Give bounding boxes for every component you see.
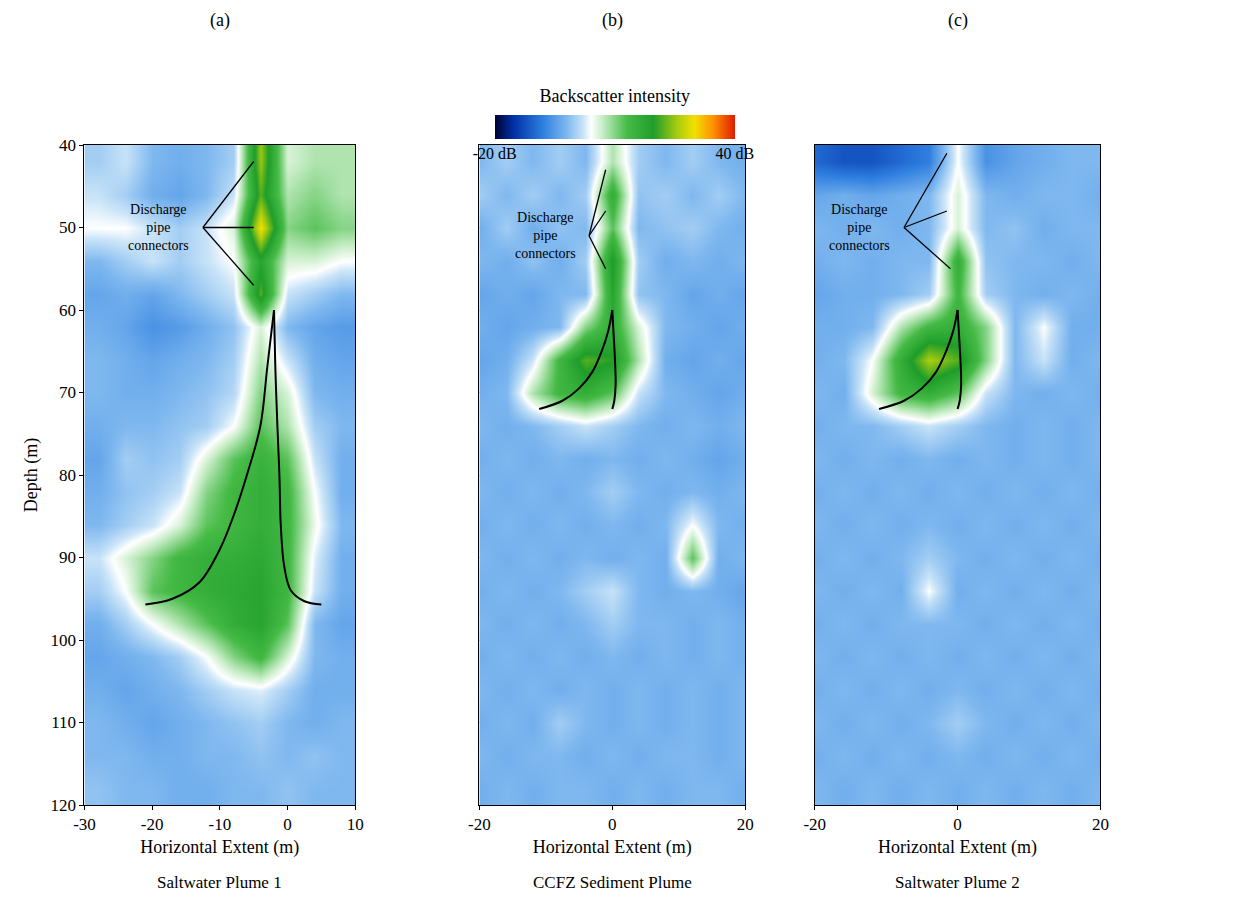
svg-text:-20: -20	[141, 815, 164, 834]
svg-text:0: 0	[953, 815, 962, 834]
svg-text:60: 60	[59, 301, 76, 320]
svg-text:(b): (b)	[602, 10, 623, 31]
svg-text:Saltwater Plume 1: Saltwater Plume 1	[157, 873, 282, 892]
svg-text:40: 40	[59, 136, 76, 155]
svg-text:10: 10	[347, 815, 364, 834]
svg-text:20: 20	[737, 815, 754, 834]
svg-text:(a): (a)	[210, 10, 230, 31]
svg-text:70: 70	[59, 383, 76, 402]
svg-text:20: 20	[1092, 815, 1109, 834]
svg-text:90: 90	[59, 548, 76, 567]
svg-text:0: 0	[608, 815, 617, 834]
svg-text:(c): (c)	[948, 10, 968, 31]
svg-text:Horizontal Extent (m): Horizontal Extent (m)	[533, 837, 692, 858]
svg-text:Dischargepipeconnectors: Dischargepipeconnectors	[128, 202, 189, 253]
svg-text:-20 dB: -20 dB	[473, 145, 517, 162]
svg-text:Dischargepipeconnectors: Dischargepipeconnectors	[829, 202, 890, 253]
svg-text:Backscatter intensity: Backscatter intensity	[540, 86, 690, 106]
svg-text:Horizontal Extent (m): Horizontal Extent (m)	[878, 837, 1037, 858]
svg-text:0: 0	[283, 815, 292, 834]
svg-text:CCFZ Sediment Plume: CCFZ Sediment Plume	[533, 873, 692, 892]
svg-text:110: 110	[51, 713, 76, 732]
svg-text:120: 120	[51, 796, 77, 815]
svg-text:100: 100	[51, 631, 77, 650]
svg-text:40 dB: 40 dB	[715, 145, 754, 162]
svg-text:Horizontal Extent (m): Horizontal Extent (m)	[140, 837, 299, 858]
svg-text:50: 50	[59, 218, 76, 237]
svg-text:-20: -20	[803, 815, 826, 834]
svg-text:Dischargepipeconnectors: Dischargepipeconnectors	[515, 210, 576, 261]
svg-text:-30: -30	[73, 815, 96, 834]
svg-text:Depth (m): Depth (m)	[21, 438, 42, 512]
svg-text:-10: -10	[209, 815, 232, 834]
svg-text:Saltwater Plume 2: Saltwater Plume 2	[895, 873, 1020, 892]
svg-text:-20: -20	[468, 815, 491, 834]
svg-text:80: 80	[59, 466, 76, 485]
